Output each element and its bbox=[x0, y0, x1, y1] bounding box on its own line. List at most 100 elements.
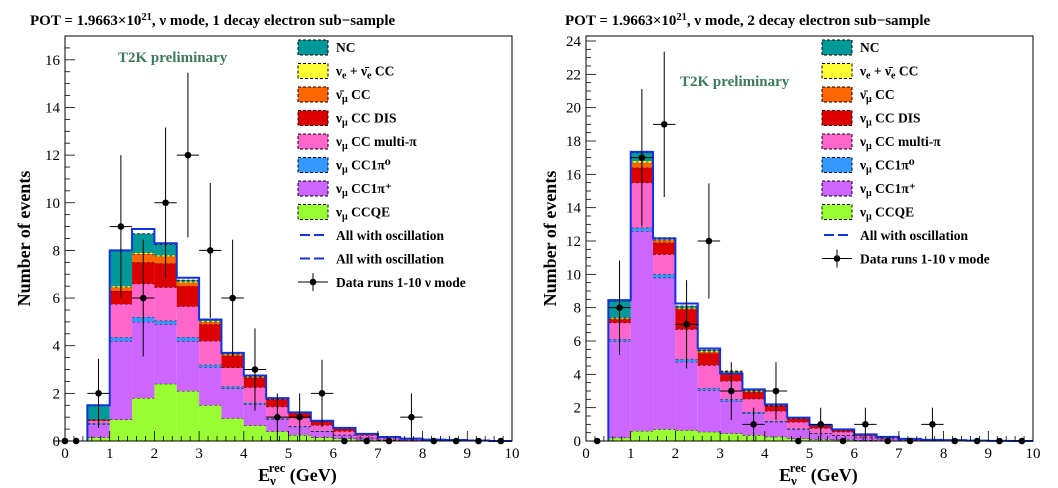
data-point bbox=[318, 390, 326, 397]
bar-cc1 bbox=[653, 277, 676, 430]
bar-ccqe bbox=[653, 429, 676, 441]
legend-label: νμ CCQE bbox=[335, 205, 390, 223]
bar-cc bbox=[653, 240, 676, 243]
data-point bbox=[638, 154, 646, 161]
bar-ccqe bbox=[132, 398, 155, 441]
data-point bbox=[683, 321, 690, 328]
chart-panel-left: POT = 1.9663×1021, ν mode, 1 decay elect… bbox=[14, 12, 520, 488]
data-point bbox=[795, 437, 802, 445]
bar-ccqe bbox=[764, 436, 788, 441]
legend-label: νe + ν̄e CC bbox=[335, 64, 394, 82]
bar-ccqe bbox=[243, 425, 267, 441]
legend-label: νμ CC DIS bbox=[859, 111, 921, 129]
y-axis: 0 2 4 6 8 10 12 14 16 bbox=[45, 35, 75, 450]
data-point bbox=[95, 390, 102, 397]
bar-cc1 bbox=[154, 324, 177, 384]
y-tick-label: 10 bbox=[566, 267, 581, 283]
x-tick-label: 8 bbox=[940, 446, 948, 462]
x-axis: 0 1 2 3 4 5 6 7 8 9 10 bbox=[582, 431, 1041, 462]
bar-ccqe bbox=[176, 390, 200, 441]
data-point bbox=[296, 413, 303, 421]
legend-swatch bbox=[297, 204, 329, 220]
bar-ccdis bbox=[333, 428, 356, 432]
x-tick-label: 10 bbox=[1026, 446, 1041, 462]
x-axis-label: Eνrec (GeV) bbox=[258, 461, 337, 488]
bar-cc1 bbox=[176, 340, 200, 391]
y-tick-label: 4 bbox=[53, 339, 61, 355]
bar-cc1 bbox=[199, 367, 222, 406]
bar-cc1 bbox=[199, 364, 222, 368]
bar-ccqe bbox=[630, 431, 654, 441]
legend-swatch bbox=[821, 157, 853, 173]
x-tick-label: 9 bbox=[985, 446, 993, 462]
bar-ccqe bbox=[697, 431, 721, 441]
legend-label: NC bbox=[336, 40, 356, 55]
legend-swatch bbox=[821, 133, 853, 150]
bar-ccdis bbox=[221, 355, 244, 368]
data-point bbox=[363, 437, 371, 445]
x-tick-label: 3 bbox=[716, 446, 724, 462]
x-tick-label: 7 bbox=[374, 446, 382, 462]
x-tick-label: 8 bbox=[419, 446, 427, 462]
data-point bbox=[72, 437, 80, 445]
bar-cc1 bbox=[630, 231, 654, 431]
legend-label: νμ CC1π⁰ bbox=[859, 158, 915, 176]
legend-swatch bbox=[297, 86, 329, 103]
bar-ccmulti bbox=[154, 287, 177, 321]
y-tick-label: 0 bbox=[53, 434, 61, 450]
bar-cc1 bbox=[630, 227, 654, 231]
bar-cc1 bbox=[764, 421, 788, 422]
bar-ccqe bbox=[87, 437, 110, 441]
bar-ccmulti bbox=[221, 367, 244, 387]
bar-cc1 bbox=[109, 340, 133, 420]
legend-label: νμ CC1π⁺ bbox=[859, 181, 916, 199]
bar-ccqe bbox=[154, 383, 177, 441]
chart-title: POT = 1.9663×1021, ν mode, 1 decay elect… bbox=[30, 12, 396, 29]
bar-ccqe bbox=[221, 418, 244, 441]
legend-data-marker bbox=[833, 255, 841, 262]
data-point bbox=[727, 387, 735, 395]
bar-ccqe bbox=[608, 437, 631, 441]
legend-label: νμ CC1π⁰ bbox=[335, 158, 391, 176]
bar-ccqe bbox=[109, 419, 133, 441]
legend-label: All with oscillation bbox=[336, 252, 444, 267]
oscillation-line bbox=[86, 227, 512, 442]
x-tick-label: 0 bbox=[61, 446, 69, 462]
preliminary-label: T2K preliminary bbox=[118, 50, 228, 66]
bar-ccdis bbox=[199, 324, 222, 341]
bar-eecc bbox=[176, 281, 200, 283]
bar-ccmulti bbox=[199, 340, 222, 365]
bar-ccdis bbox=[742, 392, 765, 399]
bar-cc1 bbox=[87, 424, 110, 438]
legend-label: νμ CC1π⁺ bbox=[335, 181, 392, 199]
legend-label: NC bbox=[860, 40, 880, 55]
data-point bbox=[274, 413, 281, 421]
bar-ccmulti bbox=[176, 306, 200, 338]
bar-ccmulti bbox=[109, 304, 133, 338]
legend-swatch bbox=[297, 110, 329, 126]
x-tick-label: 5 bbox=[285, 446, 293, 462]
y-tick-label: 22 bbox=[566, 67, 581, 83]
x-tick-label: 4 bbox=[761, 446, 769, 462]
bar-ccdis bbox=[176, 286, 200, 307]
y-tick-label: 24 bbox=[566, 34, 582, 50]
y-tick-label: 18 bbox=[566, 134, 581, 150]
x-axis-label: Eνrec (GeV) bbox=[779, 461, 858, 488]
bar-cc1 bbox=[831, 435, 855, 440]
x-tick-label: 2 bbox=[672, 446, 680, 462]
legend-swatch bbox=[297, 180, 329, 197]
data-point bbox=[929, 421, 936, 428]
data-point bbox=[973, 437, 981, 445]
data-point bbox=[772, 387, 780, 395]
y-tick-label: 2 bbox=[574, 401, 582, 417]
legend-swatch bbox=[821, 86, 853, 103]
bar-cc1 bbox=[675, 361, 698, 431]
bar-cc bbox=[199, 321, 222, 325]
legend-swatch bbox=[297, 133, 329, 150]
bar-ccmulti bbox=[697, 365, 721, 389]
y-tick-label: 8 bbox=[574, 301, 582, 317]
legend: NC νe + ν̄e CC ν̄μ CC νμ CC DIS νμ CC multi-… bbox=[821, 39, 990, 268]
legend-label: Data runs 1-10 ν mode bbox=[336, 275, 466, 290]
bar-cc1 bbox=[653, 274, 676, 278]
y-tick-label: 20 bbox=[566, 101, 581, 117]
